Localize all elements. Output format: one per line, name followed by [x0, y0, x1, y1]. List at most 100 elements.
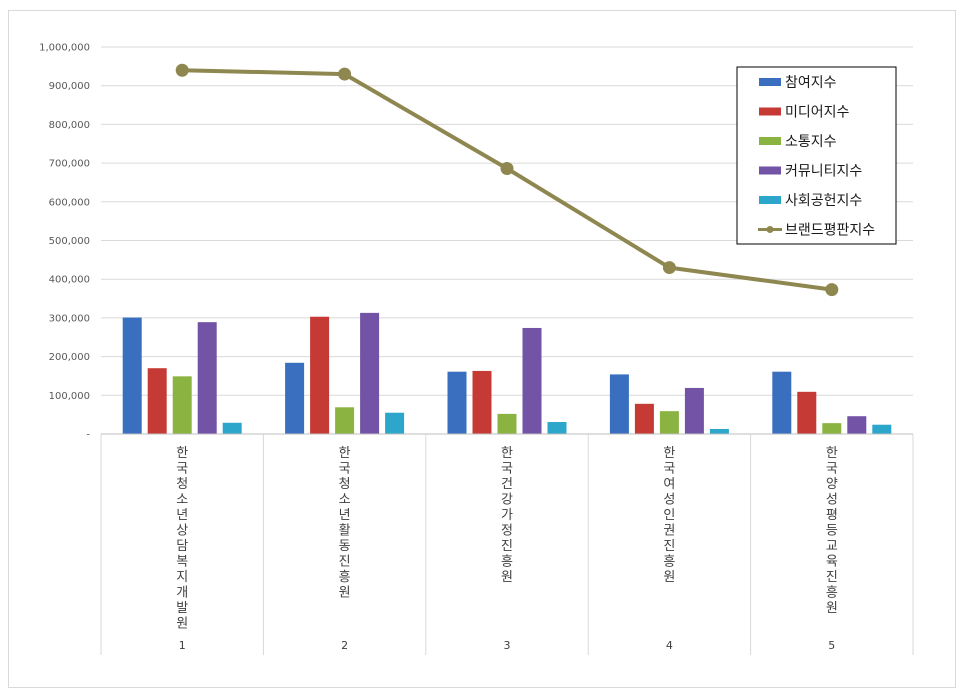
- bar: [609, 374, 629, 434]
- category-label-char: 흥: [663, 555, 675, 570]
- bar: [822, 423, 842, 434]
- category-rank-label: 4: [666, 639, 673, 652]
- category-rank-label: 1: [179, 639, 186, 652]
- bar: [797, 391, 817, 434]
- category-label-char: 담: [176, 539, 188, 554]
- category-label-char: 권: [663, 524, 675, 539]
- bar: [472, 370, 492, 434]
- category-label-char: 소: [176, 493, 188, 508]
- legend-swatch: [759, 166, 781, 175]
- legend-label: 사회공헌지수: [785, 193, 862, 209]
- category-label-char: 인: [663, 508, 675, 523]
- bar: [335, 407, 355, 434]
- category-label-char: 한: [176, 446, 188, 461]
- legend-label: 참여지수: [785, 75, 837, 91]
- category-label-char: 진: [826, 570, 838, 585]
- category-label-char: 년: [339, 508, 351, 523]
- category-label-char: 정: [501, 524, 513, 539]
- category-label-char: 국: [663, 462, 675, 477]
- line-point: [338, 67, 352, 81]
- category-label-char: 복: [176, 555, 188, 570]
- category-label-char: 국: [176, 462, 188, 477]
- category-label-char: 원: [176, 617, 188, 632]
- category-label-char: 발: [176, 601, 188, 616]
- category-label-char: 원: [663, 570, 675, 585]
- y-tick-label: 600,000: [49, 197, 90, 208]
- bar: [634, 403, 654, 434]
- category-axis: 한국청소년상담복지개발원1한국청소년활동진흥원2한국건강가정진흥원3한국여성인권…: [100, 433, 914, 655]
- y-tick-label: -: [86, 430, 90, 441]
- category-label-char: 강: [501, 493, 513, 508]
- category-rank-label: 5: [828, 639, 835, 652]
- category-label-char: 흥: [339, 570, 351, 585]
- category-rank-label: 2: [341, 639, 348, 652]
- category-label-char: 진: [501, 539, 513, 554]
- legend-swatch-marker: [766, 226, 774, 233]
- bar: [147, 368, 167, 434]
- bar: [659, 411, 679, 434]
- bar: [447, 371, 467, 434]
- bar: [310, 316, 330, 434]
- line-point: [825, 283, 839, 297]
- category-label-char: 활: [339, 524, 351, 539]
- category-label-char: 육: [826, 555, 838, 570]
- category-label-char: 개: [176, 586, 188, 601]
- legend-label: 미디어지수: [785, 105, 850, 121]
- category-label-char: 진: [339, 555, 351, 570]
- category-label-char: 청: [339, 477, 351, 492]
- category-label-char: 원: [501, 570, 513, 585]
- category-label-char: 국: [826, 462, 838, 477]
- legend-swatch: [759, 78, 781, 86]
- y-tick-label: 800,000: [49, 120, 90, 131]
- y-tick-label: 700,000: [49, 159, 90, 170]
- legend-label: 브랜드평판지수: [785, 223, 875, 239]
- category-label-char: 여: [663, 477, 675, 492]
- category-label-char: 진: [663, 539, 675, 554]
- category-label-char: 년: [176, 508, 188, 523]
- bar: [772, 371, 792, 434]
- category-label-char: 건: [501, 477, 513, 492]
- category-label-char: 상: [176, 524, 188, 539]
- bar: [122, 317, 142, 434]
- category-label-char: 한: [501, 446, 513, 461]
- y-tick-label: 200,000: [49, 352, 90, 363]
- category-label-char: 소: [339, 493, 351, 508]
- category-label-char: 지: [176, 570, 188, 585]
- bar: [197, 322, 217, 434]
- legend-swatch: [759, 137, 781, 145]
- bar: [684, 387, 704, 434]
- bar: [360, 312, 380, 434]
- category-label-char: 원: [826, 601, 838, 616]
- category-label-char: 한: [663, 446, 675, 461]
- category-label-char: 성: [826, 493, 838, 508]
- category-label-char: 교: [826, 539, 838, 554]
- bar: [385, 412, 405, 434]
- bar: [847, 416, 867, 434]
- legend-swatch: [759, 196, 781, 204]
- line-point: [500, 162, 514, 176]
- bar: [872, 424, 892, 434]
- line-path: [182, 68, 833, 292]
- category-label-char: 국: [501, 462, 513, 477]
- category-label-char: 한: [339, 446, 351, 461]
- category-label-char: 흥: [826, 586, 838, 601]
- category-label-char: 양: [826, 477, 838, 492]
- category-label-char: 등: [826, 524, 838, 539]
- bar: [497, 413, 517, 434]
- y-tick-label: 1,000,000: [39, 43, 90, 54]
- category-label-char: 청: [176, 477, 188, 492]
- y-tick-label: 400,000: [49, 275, 90, 286]
- bars: [122, 312, 892, 434]
- category-label-char: 평: [826, 508, 838, 523]
- category-label-char: 원: [339, 586, 351, 601]
- legend-label: 소통지수: [785, 134, 837, 150]
- line-series: [175, 63, 839, 297]
- legend-label: 커뮤니티지수: [785, 164, 862, 180]
- bar: [522, 327, 542, 434]
- category-label-char: 가: [501, 508, 513, 523]
- category-label-char: 흥: [501, 555, 513, 570]
- bar: [222, 422, 242, 434]
- category-label-char: 동: [339, 539, 351, 554]
